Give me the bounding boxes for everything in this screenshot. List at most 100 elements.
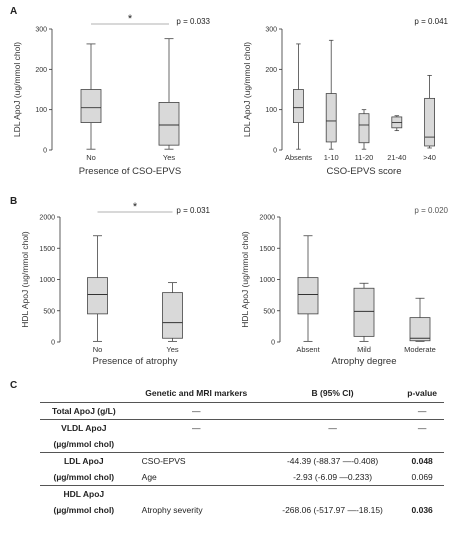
table-cell-variable: (µg/mmol chol) (53, 505, 115, 515)
regression-table-grid: Genetic and MRI markers B (95% CI) p-val… (40, 384, 444, 518)
table-cell-marker: — (192, 423, 201, 433)
table-row: Total ApoJ (g/L) — — (40, 402, 444, 420)
x-tick-label: Yes (163, 153, 175, 162)
table-row: (µg/mmol chol) (40, 436, 444, 453)
table-cell-marker: Atrophy severity (141, 505, 203, 515)
y-tick-label: 500 (263, 308, 275, 315)
table-cell-variable: VLDL ApoJ (61, 423, 107, 433)
x-tick-label: No (93, 345, 103, 354)
y-axis-label: HDL ApoJ (ug/mmol chol) (20, 231, 30, 328)
p-value-label: p = 0.041 (414, 17, 448, 26)
table-cell-b: — (328, 423, 337, 433)
box-iqr (325, 93, 337, 143)
y-tick-label: 300 (265, 27, 277, 34)
box-iqr (424, 97, 436, 147)
table-cell-b: -44.39 (-88.37 —-0.408) (286, 456, 379, 466)
table-header-cell: Genetic and MRI markers (127, 384, 265, 403)
box-iqr (158, 102, 180, 146)
y-tick-label: 1500 (39, 246, 55, 253)
table-header-cell: B (95% CI) (264, 384, 401, 403)
x-tick-label: 21-40 (387, 153, 406, 162)
x-axis-label: Presence of atrophy (92, 356, 177, 367)
table-row: LDL ApoJ CSO-EPVS -44.39 (-88.37 —-0.408) 0… (40, 453, 444, 470)
table-cell-variable: (µg/mmol chol) (40, 469, 128, 486)
significance-marker: * (128, 13, 133, 25)
y-axis-label: LDL ApoJ (ug/mmol chol) (242, 42, 252, 137)
table-cell-marker: — (127, 402, 265, 420)
table-cell-p: — (400, 402, 444, 420)
y-tick-label: 100 (265, 107, 277, 114)
table-header-cell: p-value (400, 384, 444, 403)
x-tick-label: Yes (166, 345, 178, 354)
x-axis-label: Atrophy degree (332, 356, 397, 367)
box-iqr (80, 89, 102, 123)
table-cell-b (264, 402, 401, 420)
x-tick-label: 11-20 (355, 153, 374, 162)
y-tick-label: 0 (51, 340, 55, 347)
x-tick-label: >40 (423, 153, 436, 162)
table-row: (µg/mmol chol) Age -2.93 (-6.09 —0.233) 0.0… (40, 469, 444, 486)
table-cell-p: — (417, 423, 427, 433)
y-tick-label: 0 (271, 340, 275, 347)
y-tick-label: 2000 (39, 215, 55, 222)
x-axis-label: CSO-EPVS score (327, 166, 402, 177)
y-tick-label: 200 (265, 67, 277, 74)
x-tick-label: Moderate (404, 345, 436, 354)
box-iqr (358, 113, 370, 144)
box-iqr (409, 317, 431, 342)
y-tick-label: 1000 (259, 277, 275, 284)
y-axis-label: LDL ApoJ (ug/mmol chol) (12, 42, 22, 137)
table-cell-marker (127, 436, 265, 453)
p-value-label: p = 0.033 (176, 17, 210, 26)
box-iqr (353, 287, 375, 337)
significance-marker: * (133, 201, 138, 213)
y-tick-label: 500 (43, 308, 55, 315)
p-value-label: p = 0.020 (414, 206, 448, 215)
table-cell-marker: Age (127, 469, 265, 486)
table-cell-b: -268.06 (-517.97 —-18.15) (282, 505, 383, 515)
y-tick-label: 200 (35, 67, 47, 74)
table-cell-variable: LDL ApoJ (63, 456, 104, 466)
box-iqr (292, 89, 304, 123)
y-tick-label: 1000 (39, 277, 55, 284)
x-tick-label: No (86, 153, 96, 162)
y-tick-label: 1500 (259, 246, 275, 253)
y-axis-label: HDL ApoJ (ug/mmol chol) (240, 231, 250, 328)
y-tick-label: 300 (35, 27, 47, 34)
box-iqr (162, 292, 183, 339)
table-cell-marker (128, 486, 265, 503)
panel-label-c: C (10, 380, 18, 391)
p-value-label: p = 0.031 (176, 206, 210, 215)
table-cell-p: 0.048 (411, 456, 433, 466)
panel-label-a: A (10, 6, 18, 17)
x-tick-label: 1-10 (324, 153, 339, 162)
table-cell-variable: HDL ApoJ (63, 489, 105, 499)
table-cell-b (264, 436, 401, 453)
x-tick-label: Absent (296, 345, 320, 354)
panel-label-b: B (10, 196, 18, 207)
table-row: HDL ApoJ (40, 486, 444, 503)
table-cell-p: 0.036 (411, 505, 433, 515)
table-cell-variable: Total ApoJ (g/L) (40, 402, 128, 420)
table-cell-p: 0.069 (400, 469, 444, 486)
y-tick-label: 0 (43, 148, 47, 155)
table-cell-b (265, 486, 400, 503)
x-tick-label: Mild (357, 345, 371, 354)
y-tick-label: 2000 (259, 215, 275, 222)
regression-table: Genetic and MRI markers B (95% CI) p-val… (40, 384, 444, 518)
table-row: VLDL ApoJ — — — (40, 420, 444, 437)
table-row: (µg/mmol chol) Atrophy severity -268.06 (-… (40, 502, 444, 518)
table-cell-p (400, 436, 444, 453)
box-iqr (297, 277, 319, 315)
x-tick-label: Absents (285, 153, 312, 162)
x-axis-label: Presence of CSO-EPVS (79, 166, 181, 177)
table-cell-variable: (µg/mmol chol) (40, 436, 128, 453)
table-cell-b: -2.93 (-6.09 —0.233) (264, 469, 401, 486)
y-tick-label: 0 (273, 148, 277, 155)
box-iqr (87, 277, 108, 315)
table-cell-p (400, 486, 444, 503)
table-cell-marker: CSO-EPVS (141, 456, 186, 466)
table-header-row: Genetic and MRI markers B (95% CI) p-val… (40, 384, 444, 403)
table-header-cell (40, 384, 128, 403)
